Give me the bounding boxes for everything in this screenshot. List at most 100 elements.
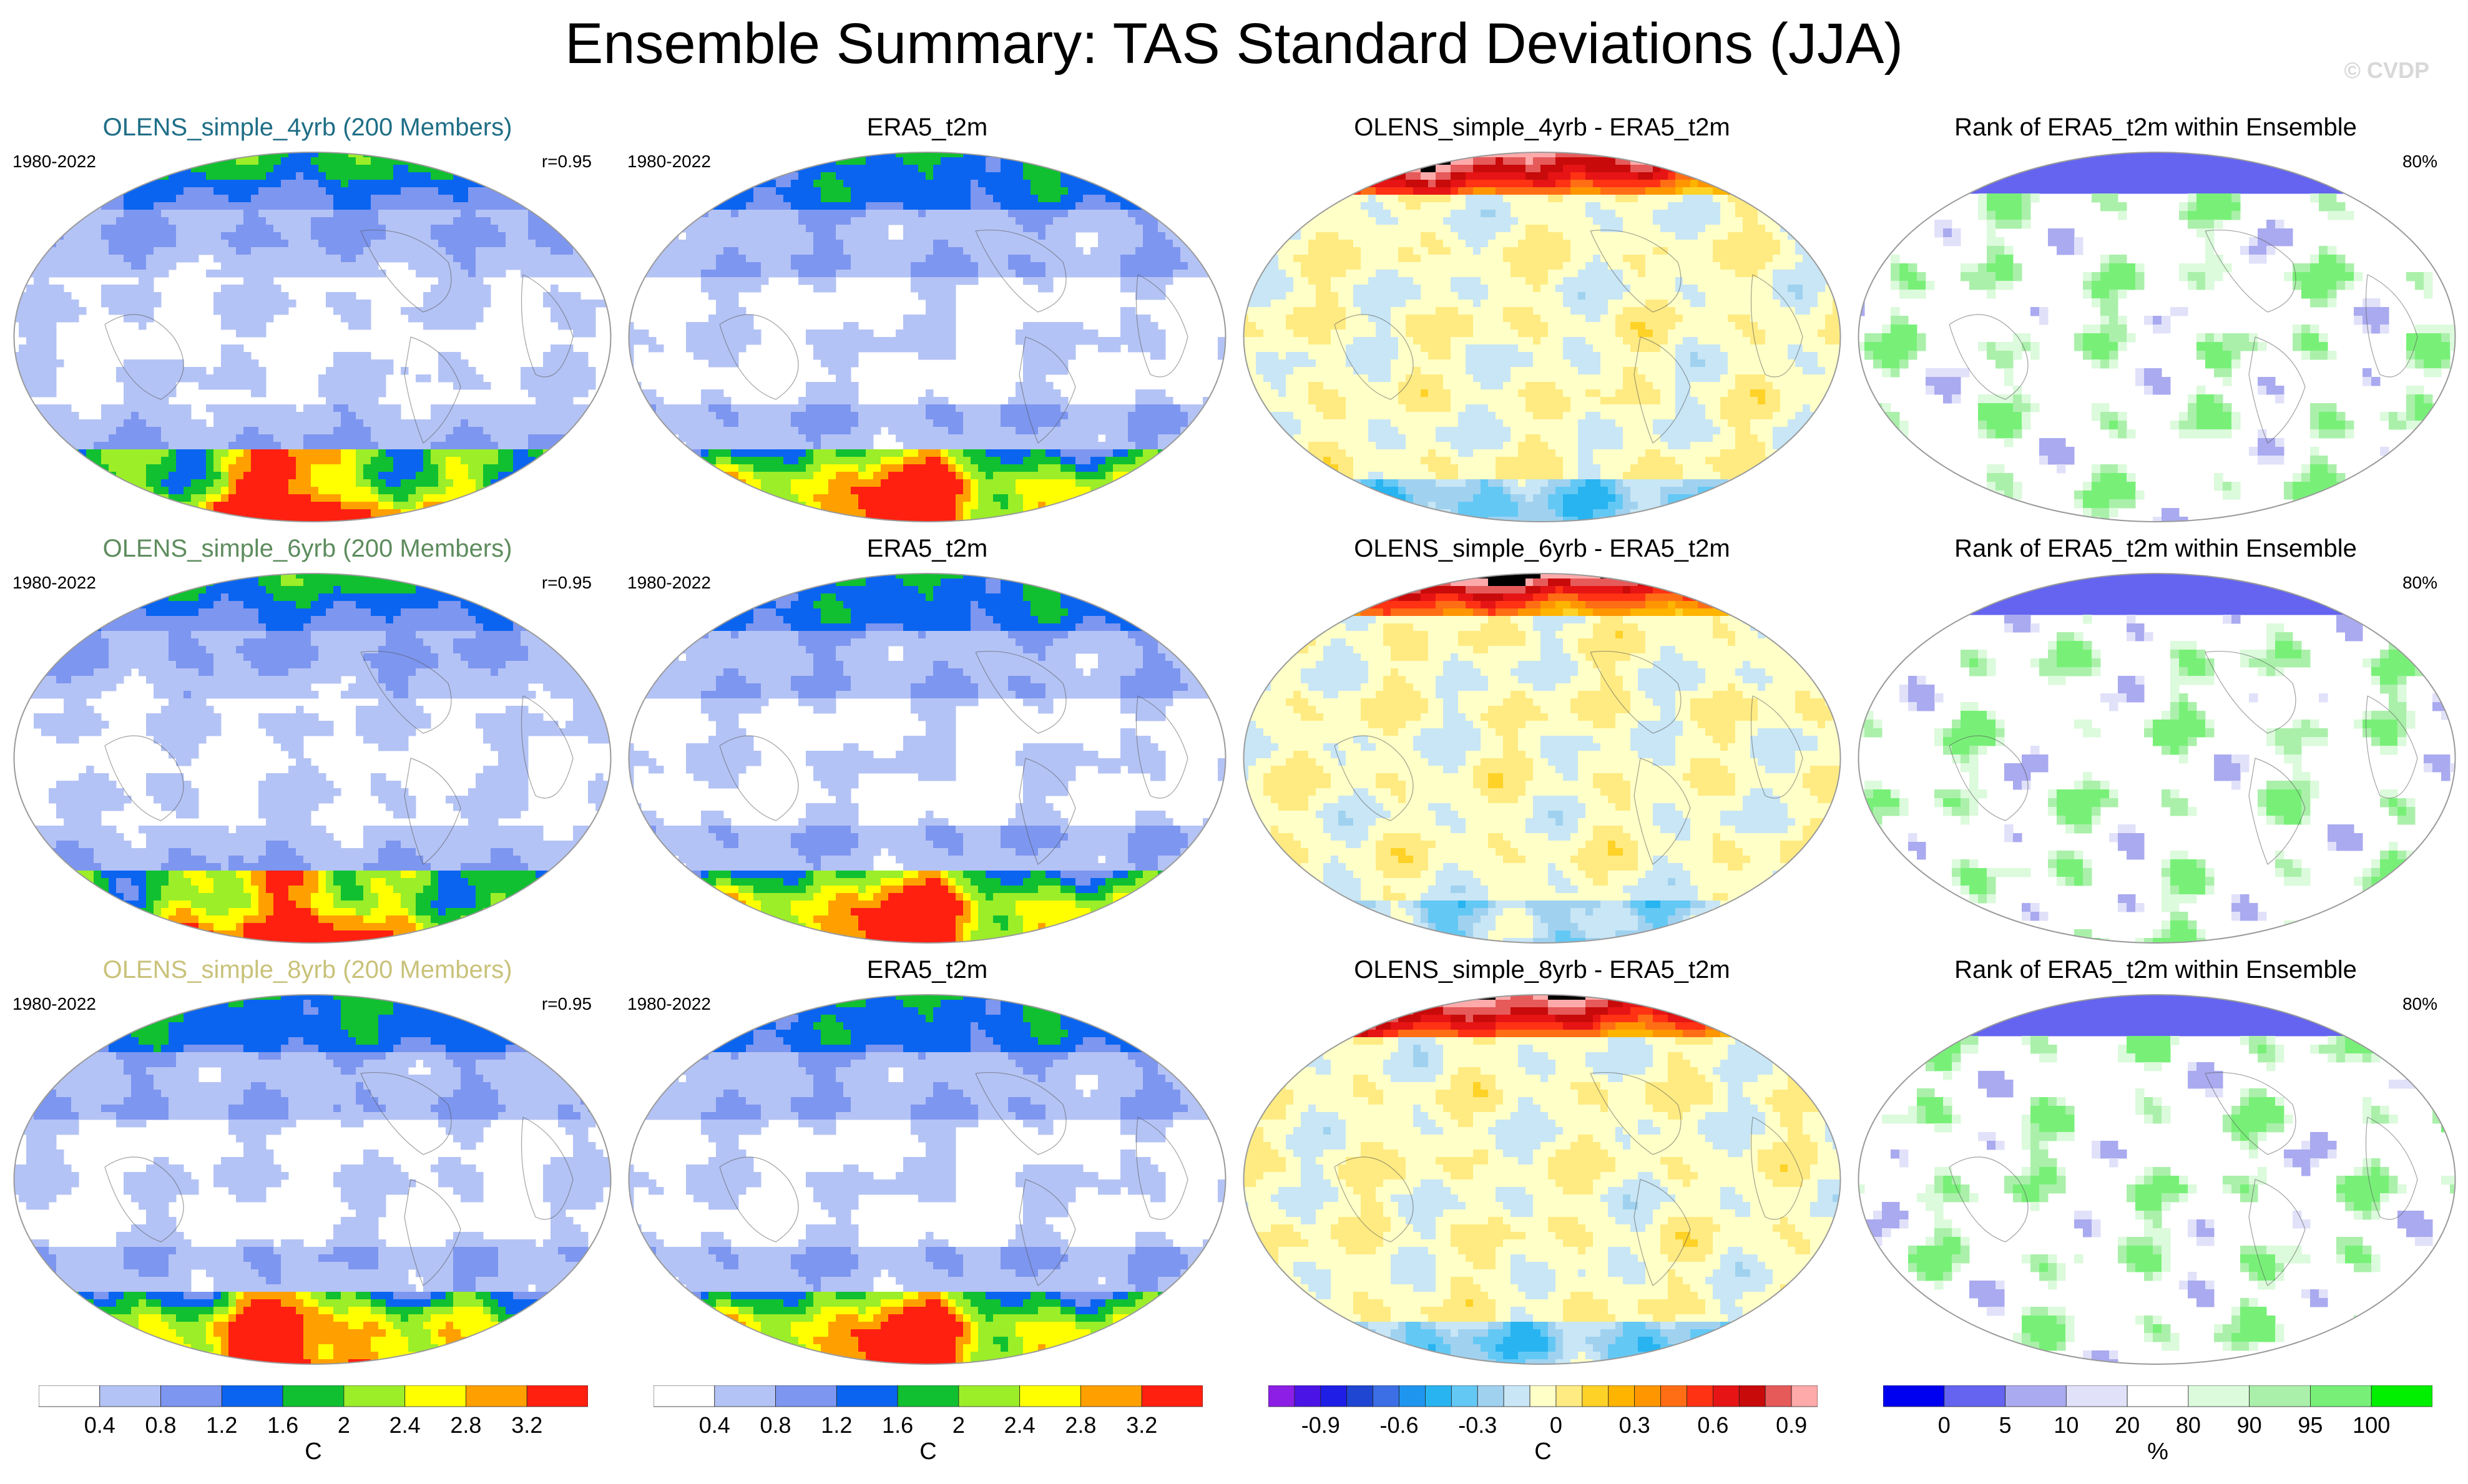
colorbar-swatch: [1346, 1385, 1374, 1407]
colorbar-swatch: [2188, 1385, 2250, 1407]
colorbar-tick-label: 0: [1938, 1412, 1951, 1438]
colorbar-tick-label: 10: [2054, 1412, 2079, 1438]
difference-map: [1243, 573, 1841, 944]
ensemble-title: OLENS_simple_4yrb (200 Members): [0, 114, 615, 142]
colorbar-swatch: [1080, 1385, 1142, 1407]
colorbar-swatch: [1944, 1385, 2005, 1407]
colorbar-tick-label: 0.8: [145, 1412, 177, 1438]
obs-sd-map: [628, 152, 1227, 522]
obs-title: ERA5_t2m: [620, 114, 1235, 142]
diff-title: OLENS_simple_8yrb - ERA5_t2m: [1235, 956, 1849, 984]
colorbar-tick-label: 1.6: [882, 1412, 913, 1438]
colorbar-swatch: [775, 1385, 837, 1407]
colorbar-swatch: [1791, 1385, 1818, 1407]
colorbar-swatch: [1765, 1385, 1792, 1407]
colorbar-tick-label: 3.2: [511, 1412, 542, 1438]
rank-map: [1858, 152, 2456, 522]
obs-title: ERA5_t2m: [620, 956, 1235, 984]
colorbar-tick-label: -0.9: [1301, 1412, 1340, 1438]
pattern-correlation: r=0.95: [517, 573, 592, 593]
colorbar-swatch: [2249, 1385, 2311, 1407]
colorbar-units: %: [2147, 1438, 2168, 1465]
colorbar-swatch: [2005, 1385, 2067, 1407]
colorbar-tick-label: 1.2: [206, 1412, 237, 1438]
rank-percent: 80%: [2363, 994, 2437, 1014]
colorbar-swatch: [1268, 1385, 1295, 1407]
colorbar-swatch: [404, 1385, 466, 1407]
watermark: © CVDP: [2344, 57, 2429, 84]
colorbar-tick-label: 0.8: [760, 1412, 791, 1438]
colorbar-tick-label: 2: [338, 1412, 350, 1438]
colorbar-swatch: [836, 1385, 898, 1407]
page-title: Ensemble Summary: TAS Standard Deviation…: [0, 11, 2468, 77]
colorbar-tick-label: 90: [2237, 1412, 2262, 1438]
colorbar-tick-label: 2.8: [1065, 1412, 1096, 1438]
colorbar-swatch: [1425, 1385, 1452, 1407]
colorbar-swatch: [1399, 1385, 1426, 1407]
colorbar-tick-label: 0.6: [1697, 1412, 1728, 1438]
obs-title: ERA5_t2m: [620, 535, 1235, 563]
rank-map: [1858, 994, 2456, 1365]
period-label: 1980-2022: [627, 994, 711, 1014]
rank-map: [1858, 573, 2456, 944]
colorbar-swatch: [160, 1385, 222, 1407]
colorbar-tick-label: 0.4: [84, 1412, 115, 1438]
ensemble-title: OLENS_simple_6yrb (200 Members): [0, 535, 615, 563]
period-label: 1980-2022: [627, 152, 711, 172]
colorbar-tick-label: 2.8: [450, 1412, 481, 1438]
ensemble-sd-map: [13, 573, 612, 944]
colorbar-swatch: [2065, 1385, 2128, 1407]
diff-title: OLENS_simple_4yrb - ERA5_t2m: [1235, 114, 1849, 142]
colorbar-swatch: [1373, 1385, 1399, 1407]
colorbar-swatch: [466, 1385, 527, 1407]
colorbar-tick-label: 80: [2176, 1412, 2201, 1438]
colorbar-swatch: [1712, 1385, 1740, 1407]
colorbar-swatch: [39, 1385, 100, 1407]
std-colorbar: 0.4 0.8 1.2 1.6 2 2.4 2.8 3.2 C: [39, 1385, 588, 1465]
colorbar-units: C: [305, 1438, 321, 1465]
colorbar-swatch: [897, 1385, 959, 1407]
pattern-correlation: r=0.95: [517, 152, 592, 172]
colorbar-tick-label: 1.2: [821, 1412, 852, 1438]
colorbar-swatch: [1687, 1385, 1713, 1407]
colorbar-swatch: [282, 1385, 345, 1407]
colorbar-tick-label: -0.6: [1380, 1412, 1419, 1438]
period-label: 1980-2022: [12, 152, 96, 172]
rank-title: Rank of ERA5_t2m within Ensemble: [1848, 535, 2463, 563]
difference-map: [1243, 152, 1841, 522]
colorbar-swatch: [2127, 1385, 2189, 1407]
colorbar-swatch: [526, 1385, 588, 1407]
colorbar-swatch: [1555, 1385, 1583, 1407]
colorbar-swatch: [1294, 1385, 1321, 1407]
colorbar-tick-label: 0.4: [699, 1412, 730, 1438]
colorbar-swatch: [1738, 1385, 1766, 1407]
colorbar-swatch: [1503, 1385, 1530, 1407]
colorbar-tick-label: 0.3: [1619, 1412, 1650, 1438]
colorbar-tick-label: 100: [2353, 1412, 2390, 1438]
colorbar-tick-label: 2.4: [1004, 1412, 1036, 1438]
period-label: 1980-2022: [627, 573, 711, 593]
colorbar-tick-label: 0.9: [1776, 1412, 1807, 1438]
colorbar-swatch: [714, 1385, 776, 1407]
colorbar-swatch: [1634, 1385, 1661, 1407]
std-colorbar: 0.4 0.8 1.2 1.6 2 2.4 2.8 3.2 C: [654, 1385, 1203, 1465]
period-label: 1980-2022: [12, 994, 96, 1014]
pattern-correlation: r=0.95: [517, 994, 592, 1014]
diff-colorbar: -0.9 -0.6 -0.3 0 0.3 0.6 0.9 C: [1268, 1385, 1818, 1465]
colorbar-tick-label: -0.3: [1458, 1412, 1497, 1438]
colorbar-swatch: [99, 1385, 161, 1407]
colorbar-tick-label: 95: [2298, 1412, 2323, 1438]
colorbar-tick-label: 2: [952, 1412, 965, 1438]
ensemble-title: OLENS_simple_8yrb (200 Members): [0, 956, 615, 984]
obs-sd-map: [628, 994, 1227, 1365]
colorbar-swatch: [654, 1385, 715, 1407]
colorbar-tick-label: 2.4: [389, 1412, 421, 1438]
colorbar-tick-label: 1.6: [267, 1412, 298, 1438]
colorbar-swatch: [1660, 1385, 1687, 1407]
ensemble-sd-map: [13, 994, 612, 1365]
diff-title: OLENS_simple_6yrb - ERA5_t2m: [1235, 535, 1849, 563]
obs-sd-map: [628, 573, 1227, 944]
difference-map: [1243, 994, 1841, 1365]
colorbar-swatch: [1451, 1385, 1478, 1407]
period-label: 1980-2022: [12, 573, 96, 593]
